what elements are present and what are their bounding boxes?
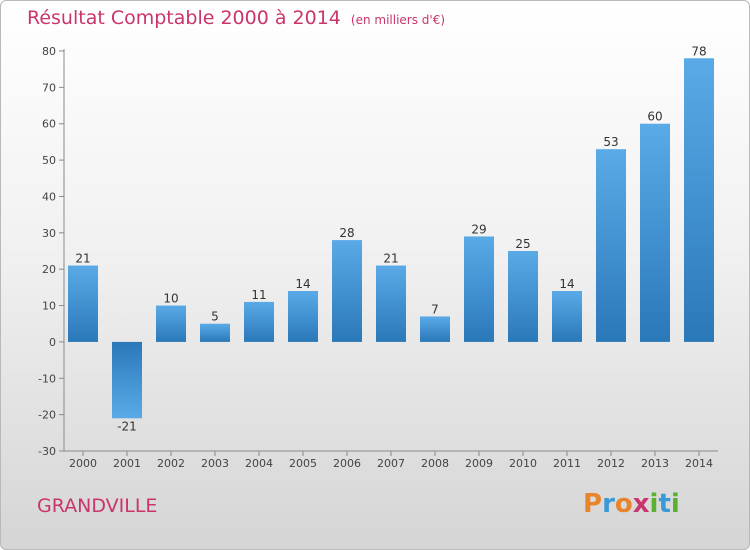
bar-2008 — [420, 316, 450, 342]
y-tick-label: 30 — [42, 227, 56, 240]
brand-letter: r — [602, 489, 615, 519]
y-tick-label: 70 — [42, 81, 56, 94]
bar-2009 — [464, 236, 494, 342]
y-tick-label: 0 — [49, 336, 56, 349]
bar-2010 — [508, 251, 538, 342]
data-label-2010: 25 — [515, 237, 530, 251]
data-label-2012: 53 — [603, 135, 618, 149]
chart-title-text: Résultat Comptable 2000 à 2014 — [27, 7, 341, 29]
bar-2000 — [68, 265, 98, 342]
data-label-2002: 10 — [163, 292, 178, 306]
chart-title: Résultat Comptable 2000 à 2014 (en millie… — [27, 7, 445, 29]
data-label-2003: 5 — [211, 310, 219, 324]
brand-letter: o — [614, 489, 633, 519]
x-tick-label-2010: 2010 — [509, 457, 537, 470]
y-tick-label: 40 — [42, 190, 56, 203]
y-tick-label: 80 — [42, 45, 56, 58]
data-label-2008: 7 — [431, 302, 439, 316]
bar-2007 — [376, 265, 406, 342]
data-label-2014: 78 — [691, 44, 706, 58]
bar-2006 — [332, 240, 362, 342]
data-label-2009: 29 — [471, 222, 486, 236]
x-tick-label-2002: 2002 — [157, 457, 185, 470]
x-tick-label-2009: 2009 — [465, 457, 493, 470]
data-label-2011: 14 — [559, 277, 574, 291]
y-tick-label: 10 — [42, 300, 56, 313]
y-tick-label: -30 — [38, 445, 56, 458]
bar-2012 — [596, 149, 626, 342]
y-tick-label: 20 — [42, 263, 56, 276]
x-tick-label-2011: 2011 — [553, 457, 581, 470]
data-label-2004: 11 — [251, 288, 266, 302]
bars-group — [68, 58, 714, 419]
brand-letter: i — [670, 489, 680, 519]
bar-2014 — [684, 58, 714, 342]
bar-2002 — [156, 305, 186, 342]
data-label-2013: 60 — [647, 110, 662, 124]
data-label-2006: 28 — [339, 226, 354, 240]
x-tick-label-2008: 2008 — [421, 457, 449, 470]
x-tick-label-2005: 2005 — [289, 457, 317, 470]
x-tick-label-2006: 2006 — [333, 457, 361, 470]
x-tick-label-2000: 2000 — [69, 457, 97, 470]
x-tick-label-2014: 2014 — [685, 457, 713, 470]
brand-letter: i — [649, 489, 659, 519]
bar-2005 — [288, 291, 318, 342]
y-tick-label: 50 — [42, 154, 56, 167]
bar-2003 — [200, 323, 230, 342]
brand-logo: Proxiti — [583, 489, 680, 519]
bar-2013 — [640, 123, 670, 342]
bar-2001 — [112, 341, 142, 419]
x-tick-label-2001: 2001 — [113, 457, 141, 470]
y-tick-label: -10 — [38, 372, 56, 385]
data-labels-group: 21 -21 10 5 11 14 28 21 7 29 25 14 53 60 78 — [75, 44, 706, 433]
brand-letter: t — [658, 489, 671, 519]
data-label-2001: -21 — [117, 419, 137, 433]
x-tick-label-2003: 2003 — [201, 457, 229, 470]
chart-subtitle: (en milliers d'€) — [350, 13, 446, 27]
place-name: GRANDVILLE — [37, 495, 158, 517]
data-label-2000: 21 — [75, 252, 90, 266]
axes: -30 -20 -10 0 10 20 30 40 50 60 70 80 2000 2001 2002 20… — [38, 45, 718, 470]
bar-2004 — [244, 301, 274, 342]
bar-2011 — [552, 291, 582, 342]
brand-letter: x — [632, 489, 650, 519]
y-tick-label: -20 — [38, 409, 56, 422]
x-tick-label-2013: 2013 — [641, 457, 669, 470]
brand-letter: P — [583, 489, 603, 519]
x-tick-label-2007: 2007 — [377, 457, 405, 470]
y-tick-label: 60 — [42, 118, 56, 131]
x-tick-label-2004: 2004 — [245, 457, 273, 470]
x-tick-label-2012: 2012 — [597, 457, 625, 470]
data-label-2007: 21 — [383, 252, 398, 266]
data-label-2005: 14 — [295, 277, 310, 291]
